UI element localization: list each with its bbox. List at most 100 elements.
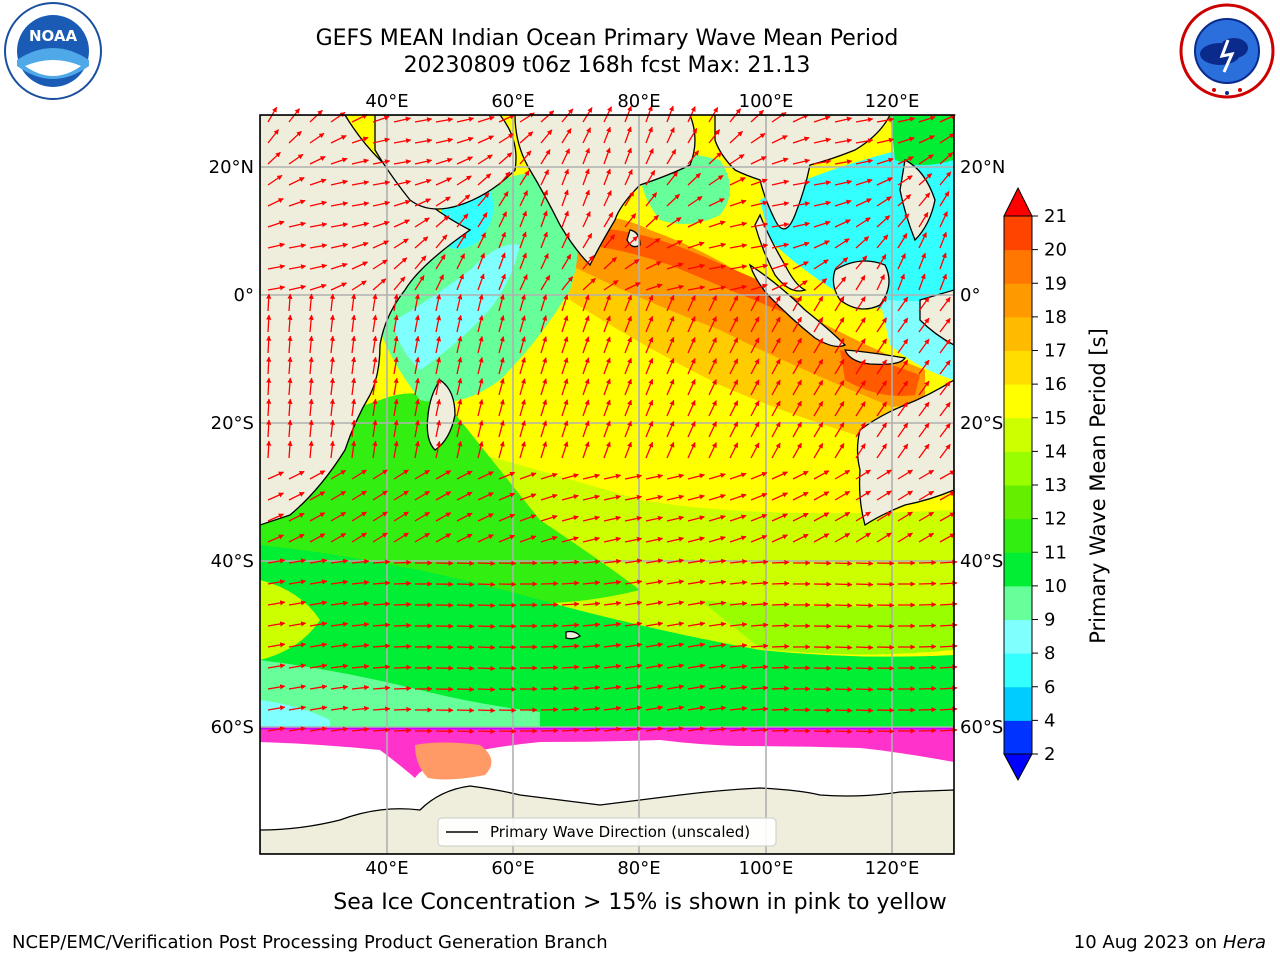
wave-direction-arrow [645,441,654,459]
colorbar-bin [1004,585,1032,620]
wave-direction-arrow [603,147,611,165]
wave-direction-arrow [876,511,892,522]
wave-direction-arrow [498,133,514,144]
wave-direction-arrow [624,473,643,480]
wave-direction-arrow [645,148,654,165]
wave-direction-arrow [519,170,530,186]
wave-direction-arrow [876,490,892,501]
wave-direction-arrow [603,536,622,543]
wave-direction-arrow [813,421,824,438]
wave-direction-arrow [414,469,431,480]
lat-label-left: 40°S [211,551,254,572]
wave-direction-arrow [771,135,788,144]
wave-direction-arrow [771,379,781,396]
wave-direction-arrow [267,285,286,291]
wave-direction-arrow [624,315,632,333]
wave-direction-arrow [477,335,484,354]
wave-direction-arrow [266,293,272,312]
wave-direction-arrow [582,168,590,186]
wave-direction-arrow [729,514,747,522]
wave-direction-arrow [309,132,325,144]
wave-direction-arrow [603,515,622,522]
colorbar-bin [1004,417,1032,452]
wave-direction-arrow [267,558,286,564]
wave-direction-arrow [540,189,548,207]
wave-direction-arrow [645,642,664,648]
wave-direction-arrow [456,419,463,438]
wave-direction-arrow [792,512,809,522]
wave-direction-arrow [267,705,286,711]
wave-direction-arrow [603,126,611,144]
wave-direction-arrow [372,559,391,565]
wave-direction-arrow [939,401,951,417]
colorbar-tick-label: 21 [1044,206,1067,227]
wave-direction-arrow [603,663,622,669]
wave-direction-arrow [414,335,420,354]
wave-direction-arrow [477,252,485,270]
wave-direction-arrow [603,211,614,228]
wave-direction-arrow [939,443,951,459]
wave-direction-arrow [330,262,348,270]
wave-direction-arrow [351,469,367,480]
wave-direction-arrow [687,600,706,606]
colorbar-tick-label: 18 [1044,307,1067,328]
wave-direction-arrow [645,621,664,627]
wave-direction-arrow [372,137,391,144]
wave-direction-arrow [939,359,951,375]
wave-direction-arrow [813,470,830,480]
wave-direction-arrow [372,159,391,165]
wave-direction-arrow [771,111,787,123]
lat-label-right: 20°S [960,413,1003,434]
lat-label-left: 0° [234,285,254,306]
wave-direction-arrow [645,536,664,543]
wave-direction-arrow [792,421,802,438]
land-java [843,349,907,366]
wave-direction-arrow [834,219,851,228]
wave-direction-arrow [855,686,874,693]
wave-direction-arrow [540,336,548,354]
wave-direction-arrow [561,706,580,712]
wave-direction-arrow [372,278,387,291]
wave-direction-arrow [750,685,769,691]
wave-direction-arrow [750,283,768,291]
wave-direction-arrow [267,151,281,165]
wave-direction-arrow [708,663,727,669]
wave-direction-arrow [750,358,760,375]
wave-direction-arrow [351,580,370,586]
wave-direction-arrow [477,602,496,609]
wave-direction-arrow [855,623,874,630]
land-kerguelen [565,630,581,640]
wave-direction-arrow [372,377,378,396]
wave-direction-arrow [708,220,726,228]
wave-direction-arrow [393,511,409,522]
wave-direction-arrow [393,622,412,629]
wave-direction-arrow [708,421,717,438]
wave-direction-arrow [687,263,706,270]
wave-direction-arrow [351,356,357,375]
wave-direction-arrow [687,285,706,291]
wave-direction-arrow [876,296,888,312]
wave-direction-arrow [897,136,915,144]
wave-direction-arrow [939,512,956,522]
wave-direction-arrow [897,422,909,438]
wave-direction-arrow [561,664,580,670]
wave-direction-arrow [834,602,853,609]
wave-direction-arrow [329,398,335,417]
wave-direction-arrow [771,157,789,165]
wave-direction-arrow [393,706,412,713]
wave-direction-arrow [666,357,675,375]
wave-direction-arrow [855,138,874,144]
wave-direction-arrow [834,707,853,714]
wave-direction-arrow [792,295,802,312]
wave-direction-arrow [876,196,892,207]
wave-direction-arrow [393,490,409,501]
wave-direction-arrow [729,472,747,480]
wave-direction-arrow [729,379,739,396]
wave-direction-arrow [266,377,272,396]
wave-direction-arrow [666,216,682,228]
wave-direction-arrow [330,558,349,564]
wave-direction-arrow [582,294,590,312]
wave-direction-arrow [540,686,559,692]
wave-direction-arrow [477,419,484,438]
wave-direction-arrow [477,232,486,249]
